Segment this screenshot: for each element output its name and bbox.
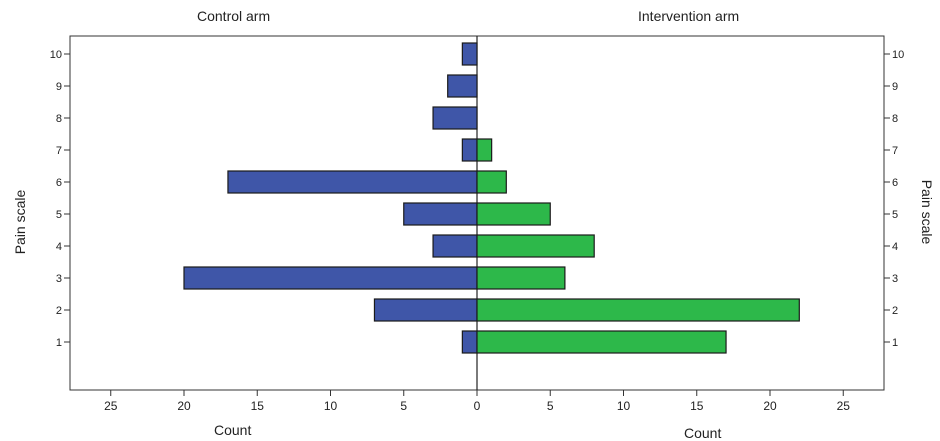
bar-control-9 <box>447 74 478 98</box>
ytick-label-right-2: 2 <box>892 305 898 317</box>
xtick-label-right-25: 25 <box>837 399 851 413</box>
bar-intervention-7 <box>476 138 493 162</box>
bar-control-6 <box>227 170 478 194</box>
ytick-label-right-6: 6 <box>892 177 898 189</box>
intervention-x-axis-label: Count <box>684 425 722 441</box>
control-x-axis-label: Count <box>214 422 252 438</box>
ytick-label-right-10: 10 <box>892 49 904 61</box>
ytick-label-left-8: 8 <box>56 113 62 125</box>
bar-control-4 <box>432 234 478 258</box>
xtick-label-right-20: 20 <box>763 399 777 413</box>
ytick-label-right-8: 8 <box>892 113 898 125</box>
bar-control-8 <box>432 106 478 130</box>
bar-control-2 <box>373 298 478 322</box>
control-arm-title: Control arm <box>197 8 271 24</box>
ytick-label-left-4: 4 <box>56 241 62 253</box>
ytick-label-right-4: 4 <box>892 241 898 253</box>
bar-control-7 <box>461 138 478 162</box>
bar-intervention-3 <box>476 266 566 290</box>
xtick-label-0: 0 <box>474 399 481 413</box>
bar-control-10 <box>461 42 478 66</box>
intervention-arm-title: Intervention arm <box>638 8 740 24</box>
ytick-label-left-6: 6 <box>56 177 62 189</box>
xtick-label-left-10: 10 <box>324 399 338 413</box>
ytick-label-right-9: 9 <box>892 81 898 93</box>
bar-intervention-5 <box>476 202 551 226</box>
bar-control-3 <box>183 266 478 290</box>
ytick-label-left-3: 3 <box>56 273 62 285</box>
xtick-label-left-25: 25 <box>104 399 118 413</box>
bar-intervention-4 <box>476 234 595 258</box>
xtick-label-right-10: 10 <box>617 399 631 413</box>
ytick-label-right-5: 5 <box>892 209 898 221</box>
bar-control-1 <box>461 330 478 354</box>
bar-intervention-6 <box>476 170 507 194</box>
xtick-label-left-20: 20 <box>177 399 191 413</box>
ytick-label-right-7: 7 <box>892 145 898 157</box>
ytick-label-right-1: 1 <box>892 337 898 349</box>
ytick-label-left-10: 10 <box>50 49 62 61</box>
xtick-label-right-5: 5 <box>547 399 554 413</box>
bar-intervention-2 <box>476 298 800 322</box>
xtick-label-left-15: 15 <box>251 399 265 413</box>
xtick-label-left-5: 5 <box>400 399 407 413</box>
ytick-label-left-2: 2 <box>56 305 62 317</box>
ytick-label-left-5: 5 <box>56 209 62 221</box>
ytick-label-right-3: 3 <box>892 273 898 285</box>
ytick-label-left-9: 9 <box>56 81 62 93</box>
xtick-label-right-15: 15 <box>690 399 704 413</box>
ytick-label-left-7: 7 <box>56 145 62 157</box>
ytick-label-left-1: 1 <box>56 337 62 349</box>
bar-intervention-1 <box>476 330 727 354</box>
bar-control-5 <box>403 202 478 226</box>
